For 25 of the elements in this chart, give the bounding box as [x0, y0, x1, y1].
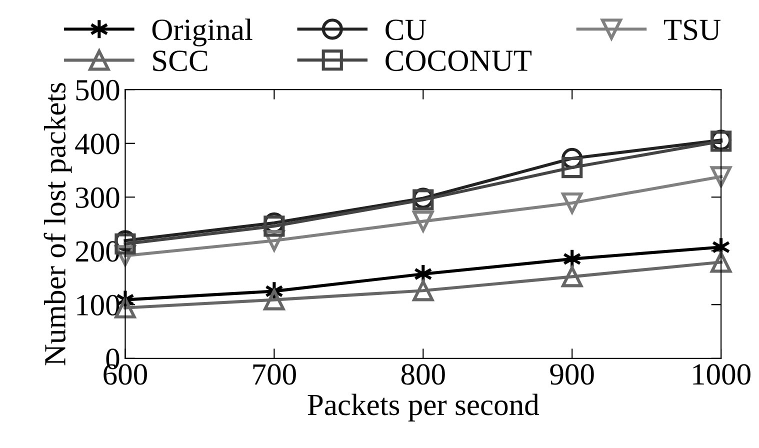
y-tick-label: 500	[76, 80, 120, 100]
point	[710, 252, 732, 273]
x-tick-label: 800	[401, 364, 445, 385]
legend-label: COCONUT	[386, 50, 532, 72]
legend-label: SCC	[153, 50, 208, 72]
point	[562, 156, 583, 178]
y-tick-label: 100	[77, 294, 120, 316]
x-tick-label: 1000	[693, 364, 750, 385]
point	[710, 166, 732, 188]
point	[264, 216, 285, 237]
x-axis-title: Packets per second	[308, 394, 540, 422]
y-tick-label: 300	[76, 187, 120, 208]
point	[562, 192, 583, 214]
point	[412, 210, 434, 232]
x-tick-label: 700	[253, 364, 296, 385]
point	[562, 266, 583, 288]
legend-label: TSU	[664, 20, 721, 40]
point	[562, 248, 582, 270]
point	[412, 280, 434, 302]
legend-label: CU	[386, 20, 426, 40]
y-axis-title: Number of lost packets	[44, 82, 72, 366]
point	[264, 289, 285, 310]
x-tick-label: 900	[550, 364, 594, 385]
y-tick-label: 400	[75, 134, 120, 154]
legend-label: Original	[152, 18, 252, 46]
